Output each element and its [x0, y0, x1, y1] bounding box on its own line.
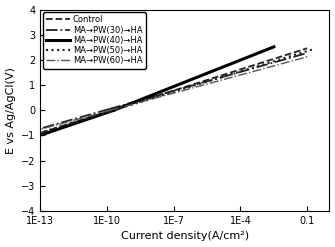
- Control: [146, 97, 150, 100]
- MA→PW(30)→HA: [119, 104, 123, 107]
- MA→PW(40)→HA: [112, 109, 116, 112]
- Line: MA→PW(40)→HA: MA→PW(40)→HA: [114, 47, 274, 110]
- MA→PW(50)→HA: [302, 51, 306, 54]
- Control: [121, 105, 125, 108]
- MA→PW(60)→HA: [295, 58, 299, 61]
- MA→PW(40)→HA: [272, 45, 276, 48]
- Line: Control: Control: [112, 48, 307, 110]
- MA→PW(60)→HA: [145, 99, 149, 102]
- Line: MA→PW(50)→HA: MA→PW(50)→HA: [109, 49, 314, 112]
- MA→PW(40)→HA: [264, 48, 268, 51]
- MA→PW(40)→HA: [141, 97, 145, 100]
- Control: [117, 106, 121, 109]
- Control: [295, 50, 299, 53]
- X-axis label: Current density(A/cm²): Current density(A/cm²): [121, 231, 249, 242]
- MA→PW(60)→HA: [120, 105, 124, 108]
- MA→PW(50)→HA: [120, 106, 124, 109]
- MA→PW(50)→HA: [116, 107, 120, 110]
- Line: MA→PW(30)→HA: MA→PW(30)→HA: [109, 53, 307, 109]
- MA→PW(60)→HA: [116, 107, 120, 110]
- MA→PW(40)→HA: [258, 51, 262, 54]
- MA→PW(50)→HA: [162, 93, 166, 96]
- MA→PW(30)→HA: [288, 56, 292, 59]
- MA→PW(50)→HA: [107, 110, 111, 113]
- MA→PW(30)→HA: [107, 107, 111, 110]
- Line: MA→PW(60)→HA: MA→PW(60)→HA: [111, 57, 307, 110]
- MA→PW(30)→HA: [144, 97, 148, 100]
- Control: [305, 47, 309, 50]
- MA→PW(60)→HA: [109, 109, 113, 112]
- MA→PW(30)→HA: [160, 93, 164, 96]
- MA→PW(50)→HA: [294, 53, 298, 56]
- MA→PW(50)→HA: [145, 99, 149, 102]
- Legend: Control, MA→PW(30)→HA, MA→PW(40)→HA, MA→PW(50)→HA, MA→PW(60)→HA: Control, MA→PW(30)→HA, MA→PW(40)→HA, MA→…: [43, 12, 146, 69]
- Y-axis label: E vs Ag/AgCl(V): E vs Ag/AgCl(V): [6, 67, 15, 154]
- MA→PW(60)→HA: [305, 55, 309, 58]
- Control: [110, 109, 114, 112]
- Control: [288, 52, 292, 55]
- MA→PW(30)→HA: [295, 54, 299, 57]
- MA→PW(40)→HA: [121, 105, 125, 108]
- Control: [161, 92, 165, 95]
- MA→PW(60)→HA: [288, 60, 292, 63]
- MA→PW(40)→HA: [154, 92, 158, 95]
- MA→PW(60)→HA: [161, 95, 165, 98]
- MA→PW(40)→HA: [118, 106, 122, 109]
- MA→PW(30)→HA: [305, 52, 309, 55]
- MA→PW(50)→HA: [312, 47, 316, 50]
- MA→PW(30)→HA: [115, 105, 119, 108]
